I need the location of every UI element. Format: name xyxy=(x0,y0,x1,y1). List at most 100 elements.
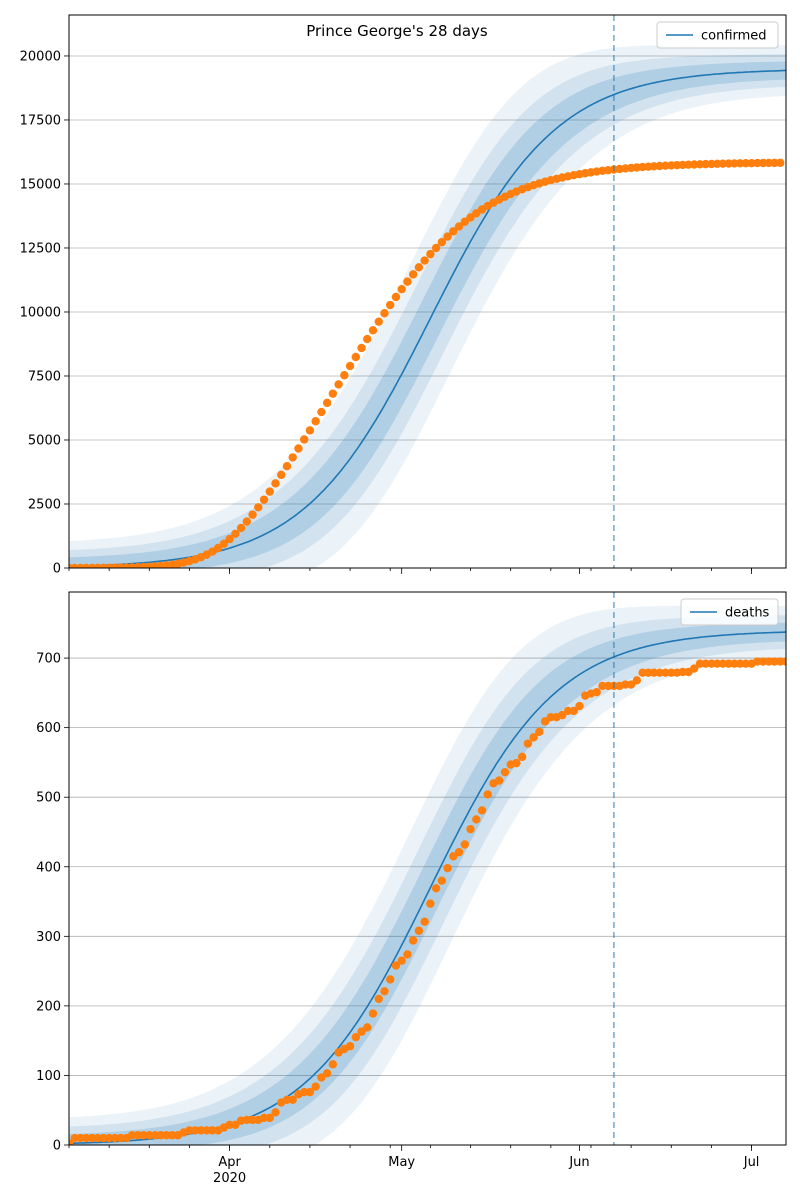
observed-point xyxy=(632,676,642,685)
observed-point xyxy=(69,1139,74,1145)
y-tick-label: 200 xyxy=(36,999,61,1014)
chart-title: Prince George's 28 days xyxy=(306,22,488,40)
observed-point xyxy=(363,1023,372,1032)
y-tick-label: 15000 xyxy=(20,177,61,192)
observed-point xyxy=(282,462,292,471)
observed-point xyxy=(437,876,447,885)
observed-point xyxy=(305,426,315,435)
observed-point xyxy=(781,657,786,666)
uncertainty-band-2 xyxy=(69,615,786,1145)
observed-point xyxy=(271,1108,280,1117)
y-tick-label: 100 xyxy=(36,1069,61,1084)
observed-point xyxy=(374,994,383,1004)
observed-points xyxy=(69,657,786,1145)
observed-point xyxy=(408,270,418,279)
observed-point xyxy=(236,523,246,533)
observed-point xyxy=(380,987,389,996)
x-tick-label: Jul xyxy=(743,1155,760,1170)
observed-point xyxy=(690,664,699,673)
observed-point xyxy=(403,277,412,286)
observed-point xyxy=(254,503,263,512)
observed-point xyxy=(363,334,372,344)
y-tick-label: 20000 xyxy=(20,49,61,64)
observed-point xyxy=(265,1113,274,1123)
y-tick-label: 0 xyxy=(53,562,61,577)
uncertainty-band-1 xyxy=(69,622,786,1145)
observed-point xyxy=(420,917,429,926)
uncertainty-bands xyxy=(69,605,786,1145)
observed-point xyxy=(397,284,406,294)
y-tick-label: 600 xyxy=(36,721,61,736)
observed-point xyxy=(357,343,366,353)
observed-point xyxy=(334,380,343,389)
y-tick-label: 500 xyxy=(36,791,61,806)
observed-point xyxy=(288,453,297,462)
observed-point xyxy=(328,389,338,398)
observed-point xyxy=(512,758,521,768)
observed-point xyxy=(265,487,274,496)
observed-point xyxy=(328,1060,338,1069)
observed-point xyxy=(386,300,395,310)
observed-point xyxy=(231,529,240,538)
observed-point xyxy=(403,950,412,959)
legend-box xyxy=(656,21,779,49)
observed-point xyxy=(443,863,452,873)
observed-point xyxy=(374,317,383,326)
observed-point xyxy=(500,767,510,777)
observed-point xyxy=(408,936,418,945)
observed-point xyxy=(449,227,458,236)
observed-point xyxy=(351,1032,360,1042)
observed-point xyxy=(386,975,395,984)
uncertainty-band-3 xyxy=(69,605,786,1145)
legend-label: confirmed xyxy=(701,29,767,44)
legend-box xyxy=(680,598,779,626)
legend: confirmed xyxy=(656,21,779,49)
uncertainty-bands xyxy=(69,45,786,568)
legend: deaths xyxy=(680,598,779,626)
x-tick-label: Apr xyxy=(218,1155,241,1170)
observed-point xyxy=(322,1069,332,1078)
observed-point xyxy=(454,847,464,857)
observed-point xyxy=(420,256,429,265)
observed-point xyxy=(380,309,389,318)
uncertainty-band-3 xyxy=(69,45,786,568)
observed-point xyxy=(460,217,469,226)
y-tick-label: 2500 xyxy=(28,497,61,512)
x-tick-label: May xyxy=(388,1155,415,1170)
observed-point xyxy=(299,435,309,444)
observed-point xyxy=(414,263,424,272)
observed-point xyxy=(535,727,544,737)
observed-point xyxy=(305,1087,315,1097)
y-tick-label: 12500 xyxy=(20,241,61,256)
observed-point xyxy=(776,158,785,167)
y-tick-label: 400 xyxy=(36,860,61,875)
observed-point xyxy=(483,790,492,799)
axes-frame xyxy=(68,14,787,569)
y-tick-label: 5000 xyxy=(28,433,61,448)
legend-label: deaths xyxy=(725,606,770,621)
observed-point xyxy=(391,292,401,302)
observed-point xyxy=(592,687,601,697)
observed-point xyxy=(477,806,487,815)
observed-point xyxy=(248,510,257,519)
y-tick-label: 10000 xyxy=(20,305,61,320)
observed-point xyxy=(391,961,401,970)
observed-point xyxy=(271,479,280,488)
x-tick-sublabel: 2020 xyxy=(213,1171,246,1186)
observed-point xyxy=(495,776,504,785)
observed-point xyxy=(311,417,320,426)
observed-point xyxy=(397,956,406,965)
observed-point xyxy=(431,243,441,253)
observed-point xyxy=(368,1009,378,1018)
y-tick-label: 700 xyxy=(36,652,61,667)
observed-point xyxy=(311,1082,320,1091)
x-tick-label: Jun xyxy=(568,1155,589,1170)
observed-point xyxy=(351,352,360,362)
chart-panel-1: 0 2500 5000 7500 10000 12500 15000 17500 20000 Pr… xyxy=(20,14,787,577)
observed-point xyxy=(294,444,303,453)
observed-point xyxy=(368,326,378,335)
observed-point xyxy=(454,222,464,231)
observed-point xyxy=(523,739,533,748)
observed-point xyxy=(529,733,538,742)
